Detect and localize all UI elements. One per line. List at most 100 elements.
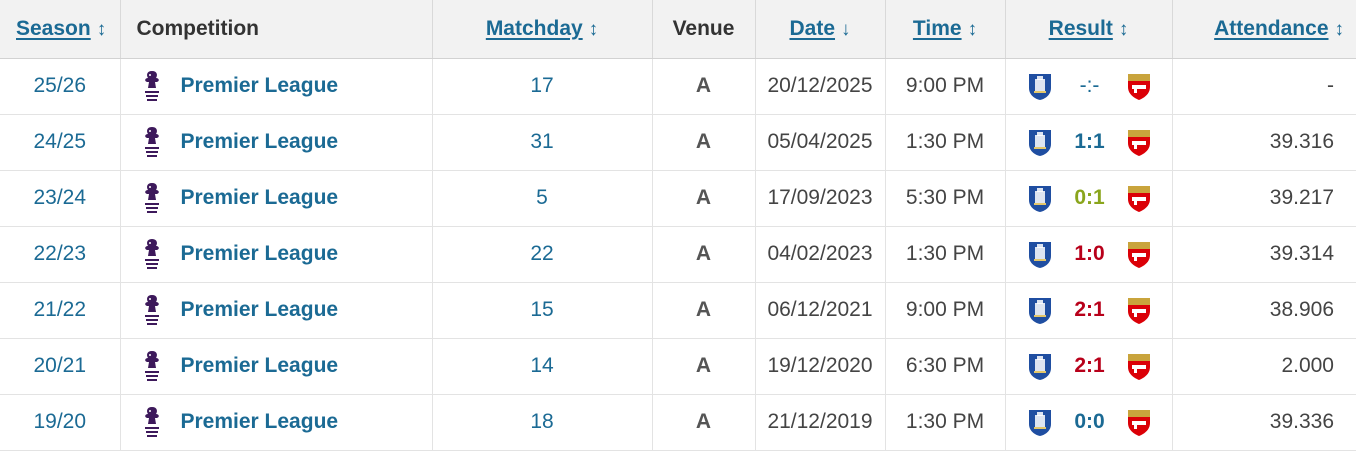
- result-sort-link[interactable]: Result: [1048, 16, 1113, 40]
- date-column-header[interactable]: Date ↓: [755, 0, 886, 59]
- attendance-sort-link[interactable]: Attendance: [1214, 16, 1329, 40]
- competition-cell[interactable]: Premier League: [120, 394, 433, 451]
- result-cell[interactable]: 2:1: [1005, 338, 1173, 395]
- matchday-link[interactable]: 22: [530, 242, 554, 265]
- matchday-cell[interactable]: 5: [432, 170, 653, 227]
- competition-cell[interactable]: Premier League: [120, 282, 433, 339]
- venue-cell: A: [652, 58, 756, 115]
- result-score-link[interactable]: 2:1: [1074, 354, 1105, 377]
- arsenal-crest-icon[interactable]: [1125, 407, 1153, 437]
- everton-crest-icon[interactable]: [1026, 127, 1054, 157]
- matchday-link[interactable]: 5: [536, 186, 548, 209]
- competition-link[interactable]: Premier League: [180, 186, 339, 209]
- premier-league-logo-icon[interactable]: [141, 293, 163, 327]
- matchday-column-header[interactable]: Matchday ↕: [432, 0, 653, 59]
- season-link[interactable]: 20/21: [33, 354, 87, 377]
- result-cell[interactable]: 2:1: [1005, 282, 1173, 339]
- matchday-cell[interactable]: 31: [432, 114, 653, 171]
- season-cell[interactable]: 24/25: [0, 114, 121, 171]
- everton-crest-icon[interactable]: [1026, 295, 1054, 325]
- season-link[interactable]: 24/25: [33, 130, 87, 153]
- attendance-value: 2.000: [1281, 354, 1334, 377]
- premier-league-logo-icon[interactable]: [141, 237, 163, 271]
- matchday-link[interactable]: 18: [530, 410, 554, 433]
- season-link[interactable]: 19/20: [33, 410, 87, 433]
- sort-arrows-icon[interactable]: ↕: [967, 18, 978, 40]
- sort-arrows-icon[interactable]: ↕: [1118, 18, 1129, 40]
- competition-link[interactable]: Premier League: [180, 242, 339, 265]
- matchday-cell[interactable]: 14: [432, 338, 653, 395]
- matchday-sort-link[interactable]: Matchday: [485, 16, 583, 40]
- time-column-header[interactable]: Time ↕: [885, 0, 1006, 59]
- season-link[interactable]: 23/24: [33, 186, 87, 209]
- result-cell[interactable]: 0:1: [1005, 170, 1173, 227]
- time-sort-link[interactable]: Time: [912, 16, 962, 40]
- result-score-link[interactable]: 0:0: [1074, 410, 1105, 433]
- table-row: 21/22 Premier League 15 A 06/12/2021 9:0…: [0, 282, 1356, 339]
- sort-arrows-icon[interactable]: ↕: [588, 18, 599, 40]
- season-cell[interactable]: 19/20: [0, 394, 121, 451]
- premier-league-logo-icon[interactable]: [141, 405, 163, 439]
- everton-crest-icon[interactable]: [1026, 183, 1054, 213]
- matchday-cell[interactable]: 22: [432, 226, 653, 283]
- arsenal-crest-icon[interactable]: [1125, 295, 1153, 325]
- result-column-header[interactable]: Result ↕: [1005, 0, 1173, 59]
- premier-league-logo-icon[interactable]: [141, 349, 163, 383]
- attendance-value: -: [1327, 74, 1334, 97]
- season-cell[interactable]: 22/23: [0, 226, 121, 283]
- premier-league-logo-icon[interactable]: [141, 181, 163, 215]
- result-score-link[interactable]: 0:1: [1074, 186, 1105, 209]
- everton-crest-icon[interactable]: [1026, 351, 1054, 381]
- competition-cell[interactable]: Premier League: [120, 58, 433, 115]
- matchday-link[interactable]: 31: [530, 130, 554, 153]
- season-sort-link[interactable]: Season: [16, 16, 91, 40]
- competition-cell[interactable]: Premier League: [120, 170, 433, 227]
- sort-arrows-icon[interactable]: ↕: [1334, 18, 1345, 40]
- competition-link[interactable]: Premier League: [180, 74, 339, 97]
- result-cell[interactable]: 1:0: [1005, 226, 1173, 283]
- matchday-cell[interactable]: 15: [432, 282, 653, 339]
- competition-cell[interactable]: Premier League: [120, 114, 433, 171]
- matchday-cell[interactable]: 17: [432, 58, 653, 115]
- season-link[interactable]: 21/22: [33, 298, 87, 321]
- date-sort-link[interactable]: Date: [789, 16, 836, 40]
- everton-crest-icon[interactable]: [1026, 407, 1054, 437]
- competition-cell[interactable]: Premier League: [120, 226, 433, 283]
- everton-crest-icon[interactable]: [1026, 239, 1054, 269]
- sort-arrows-icon[interactable]: ↕: [96, 18, 107, 40]
- arsenal-crest-icon[interactable]: [1125, 183, 1153, 213]
- everton-crest-icon[interactable]: [1026, 71, 1054, 101]
- arsenal-crest-icon[interactable]: [1125, 351, 1153, 381]
- matchday-link[interactable]: 17: [530, 74, 554, 97]
- arsenal-crest-icon[interactable]: [1125, 71, 1153, 101]
- season-column-header[interactable]: Season ↕: [0, 0, 121, 59]
- competition-link[interactable]: Premier League: [180, 354, 339, 377]
- season-link[interactable]: 25/26: [33, 74, 87, 97]
- table-row: 25/26 Premier League 17 A 20/12/2025 9:0…: [0, 58, 1356, 115]
- matchday-link[interactable]: 15: [530, 298, 554, 321]
- result-cell[interactable]: 0:0: [1005, 394, 1173, 451]
- result-cell[interactable]: 1:1: [1005, 114, 1173, 171]
- matchday-link[interactable]: 14: [530, 354, 554, 377]
- result-score-link[interactable]: 2:1: [1074, 298, 1105, 321]
- result-score-link[interactable]: -:-: [1079, 74, 1100, 97]
- result-cell[interactable]: -:-: [1005, 58, 1173, 115]
- arsenal-crest-icon[interactable]: [1125, 239, 1153, 269]
- season-cell[interactable]: 23/24: [0, 170, 121, 227]
- competition-cell[interactable]: Premier League: [120, 338, 433, 395]
- arsenal-crest-icon[interactable]: [1125, 127, 1153, 157]
- sort-down-icon[interactable]: ↓: [841, 18, 851, 40]
- competition-link[interactable]: Premier League: [180, 130, 339, 153]
- premier-league-logo-icon[interactable]: [141, 69, 163, 103]
- result-score-link[interactable]: 1:1: [1074, 130, 1105, 153]
- result-score-link[interactable]: 1:0: [1074, 242, 1105, 265]
- attendance-column-header[interactable]: Attendance ↕: [1172, 0, 1356, 59]
- season-cell[interactable]: 25/26: [0, 58, 121, 115]
- season-cell[interactable]: 20/21: [0, 338, 121, 395]
- competition-link[interactable]: Premier League: [180, 298, 339, 321]
- season-link[interactable]: 22/23: [33, 242, 87, 265]
- matchday-cell[interactable]: 18: [432, 394, 653, 451]
- season-cell[interactable]: 21/22: [0, 282, 121, 339]
- premier-league-logo-icon[interactable]: [141, 125, 163, 159]
- competition-link[interactable]: Premier League: [180, 410, 339, 433]
